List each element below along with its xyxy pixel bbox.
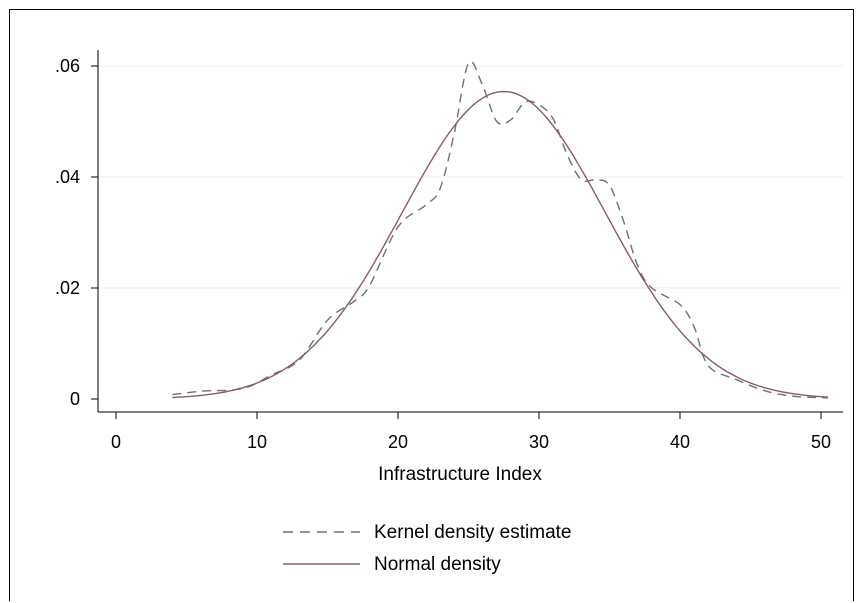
x-axis-title: Infrastructure Index	[378, 464, 542, 485]
x-tick-label: 40	[670, 432, 690, 452]
normal-density-line	[172, 90, 829, 399]
y-tick-label: .06	[55, 56, 80, 76]
grid-lines	[98, 65, 843, 289]
x-tick-label: 10	[247, 432, 267, 452]
y-ticks: 0 .02 .04 .06	[55, 56, 98, 409]
x-tick-label: 20	[388, 432, 408, 452]
x-tick-label: 30	[529, 432, 549, 452]
legend-label-kernel: Kernel density estimate	[374, 522, 572, 543]
chart-frame	[9, 9, 854, 601]
y-tick-label: 0	[70, 389, 80, 409]
legend: Kernel density estimate Normal density	[283, 522, 572, 575]
x-tick-label: 50	[811, 432, 831, 452]
series-group	[172, 60, 829, 399]
x-ticks: 0 10 20 30 40 50	[111, 412, 831, 452]
y-tick-label: .04	[55, 167, 80, 187]
axes	[97, 50, 843, 413]
legend-label-normal: Normal density	[374, 554, 501, 575]
x-tick-label: 0	[111, 432, 121, 452]
kernel-density-line	[172, 60, 829, 399]
y-tick-label: .02	[55, 278, 80, 298]
